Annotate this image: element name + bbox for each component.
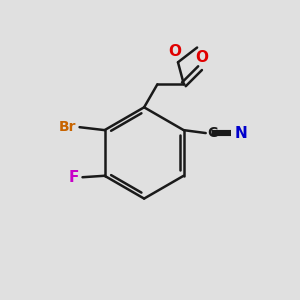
Text: F: F (69, 170, 79, 185)
Text: C: C (207, 126, 218, 140)
Text: O: O (195, 50, 208, 65)
Text: N: N (234, 126, 247, 141)
Text: O: O (168, 44, 181, 59)
Text: Br: Br (58, 120, 76, 134)
